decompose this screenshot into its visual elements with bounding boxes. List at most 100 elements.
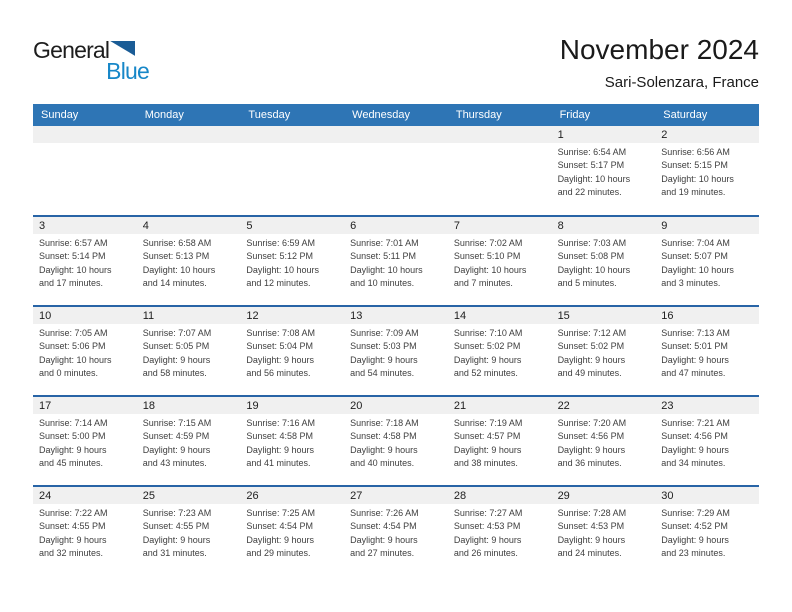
day-details: Sunrise: 7:21 AM Sunset: 4:56 PM Daylight:… <box>655 414 759 471</box>
day-number-band: 17 <box>33 397 137 414</box>
day-number-band <box>136 126 241 143</box>
day-details: Sunrise: 7:02 AM Sunset: 5:10 PM Daylight:… <box>448 234 552 291</box>
day-number-band: 3 <box>33 217 137 234</box>
day-number-band: 12 <box>240 307 345 324</box>
sunset-text: Sunset: 5:15 PM <box>661 160 728 171</box>
daylight-text-line2: and 58 minutes. <box>142 368 207 379</box>
day-details: Sunrise: 7:07 AM Sunset: 5:05 PM Daylight:… <box>137 324 241 381</box>
sunset-text: Sunset: 5:00 PM <box>39 431 106 442</box>
day-details: Sunrise: 7:26 AM Sunset: 4:54 PM Daylight:… <box>344 504 448 561</box>
sunset-text: Sunset: 5:13 PM <box>142 251 210 262</box>
sunset-text: Sunset: 5:08 PM <box>557 251 625 262</box>
day-number-band: 4 <box>136 217 241 234</box>
sunrise-text: Sunrise: 6:54 AM <box>557 147 627 157</box>
sunset-text: Sunset: 5:02 PM <box>557 341 625 352</box>
daylight-text-line1: Daylight: 9 hours <box>142 444 211 455</box>
day-number-band: 7 <box>447 217 552 234</box>
calendar-day-cell: 10 Sunrise: 7:05 AM Sunset: 5:06 PM Dayligh… <box>33 307 137 395</box>
calendar-day-cell: 9 Sunrise: 7:04 AM Sunset: 5:07 PM Daylight… <box>655 217 759 305</box>
weekday-header-row: Sunday Monday Tuesday Wednesday Thursday Frid… <box>33 104 759 126</box>
calendar-day-cell: 12 Sunrise: 7:08 AM Sunset: 5:04 PM Dayligh… <box>240 307 345 395</box>
sunset-text: Sunset: 5:04 PM <box>246 341 313 352</box>
day-number-band: 11 <box>136 307 241 324</box>
day-number-band: 19 <box>240 397 345 414</box>
daylight-text-line2: and 14 minutes. <box>142 278 207 289</box>
sunrise-text: Sunrise: 7:20 AM <box>557 418 627 428</box>
week-row-4: 17 Sunrise: 7:14 AM Sunset: 5:00 PM Dayligh… <box>33 395 759 485</box>
day-number: 6 <box>350 219 357 232</box>
sunset-text: Sunset: 5:10 PM <box>453 251 521 262</box>
daylight-text-line2: and 12 minutes. <box>246 278 311 289</box>
day-number: 25 <box>142 489 155 502</box>
daylight-text-line1: Daylight: 10 hours <box>557 264 631 275</box>
calendar-day-cell: 30 Sunrise: 7:29 AM Sunset: 4:52 PM Dayligh… <box>655 487 759 575</box>
day-number-band: 2 <box>655 126 759 143</box>
day-number-band: 18 <box>136 397 241 414</box>
calendar-day-cell: 21 Sunrise: 7:19 AM Sunset: 4:57 PM Dayligh… <box>447 397 552 485</box>
daylight-text-line2: and 19 minutes. <box>661 187 726 198</box>
calendar-day-cell: 16 Sunrise: 7:13 AM Sunset: 5:01 PM Dayligh… <box>655 307 759 395</box>
day-details: Sunrise: 7:27 AM Sunset: 4:53 PM Daylight:… <box>448 504 552 561</box>
daylight-text-line2: and 43 minutes. <box>142 458 207 469</box>
sunrise-text: Sunrise: 7:05 AM <box>39 328 108 338</box>
calendar-weeks: 1 Sunrise: 6:54 AM Sunset: 5:17 PM Daylight… <box>33 126 759 575</box>
day-number: 2 <box>661 128 668 141</box>
sunset-text: Sunset: 4:59 PM <box>142 431 210 442</box>
sunrise-text: Sunrise: 7:19 AM <box>453 418 523 428</box>
sunrise-text: Sunrise: 7:13 AM <box>661 328 730 338</box>
weekday-header-thursday: Thursday <box>455 109 502 121</box>
calendar-day-cell: 11 Sunrise: 7:07 AM Sunset: 5:05 PM Dayligh… <box>136 307 241 395</box>
day-details: Sunrise: 7:25 AM Sunset: 4:54 PM Daylight:… <box>240 504 344 561</box>
day-number-band: 24 <box>33 487 137 504</box>
day-number: 18 <box>142 399 155 412</box>
daylight-text-line1: Daylight: 9 hours <box>661 444 729 455</box>
daylight-text-line1: Daylight: 9 hours <box>557 534 626 545</box>
day-details: Sunrise: 7:22 AM Sunset: 4:55 PM Daylight:… <box>33 504 137 561</box>
day-number: 16 <box>661 309 674 322</box>
sunrise-text: Sunrise: 7:26 AM <box>350 508 419 518</box>
calendar-day-cell: 14 Sunrise: 7:10 AM Sunset: 5:02 PM Dayligh… <box>447 307 552 395</box>
sunrise-text: Sunrise: 7:28 AM <box>557 508 627 518</box>
day-number: 3 <box>39 219 46 232</box>
weekday-header-saturday: Saturday <box>663 109 708 121</box>
day-number-band <box>344 126 448 143</box>
sunrise-text: Sunrise: 6:57 AM <box>39 238 108 248</box>
daylight-text-line2: and 56 minutes. <box>246 368 311 379</box>
weekday-header-friday: Friday <box>559 109 591 121</box>
calendar-day-cell: 2 Sunrise: 6:56 AM Sunset: 5:15 PM Daylight… <box>655 126 759 215</box>
daylight-text-line2: and 24 minutes. <box>557 548 622 559</box>
day-details: Sunrise: 7:23 AM Sunset: 4:55 PM Daylight:… <box>137 504 241 561</box>
day-details: Sunrise: 7:14 AM Sunset: 5:00 PM Daylight:… <box>33 414 137 471</box>
calendar-empty-cell <box>33 126 137 215</box>
daylight-text-line1: Daylight: 9 hours <box>350 534 418 545</box>
daylight-text-line1: Daylight: 9 hours <box>39 444 107 455</box>
sunrise-text: Sunrise: 7:22 AM <box>39 508 108 518</box>
daylight-text-line2: and 3 minutes. <box>661 278 721 289</box>
daylight-text-line2: and 52 minutes. <box>453 368 518 379</box>
daylight-text-line2: and 32 minutes. <box>39 548 104 559</box>
daylight-text-line2: and 47 minutes. <box>661 368 726 379</box>
day-details: Sunrise: 7:19 AM Sunset: 4:57 PM Daylight:… <box>448 414 552 471</box>
daylight-text-line1: Daylight: 9 hours <box>557 354 626 365</box>
page-title: November 2024 <box>559 34 759 65</box>
calendar-day-cell: 19 Sunrise: 7:16 AM Sunset: 4:58 PM Dayligh… <box>240 397 345 485</box>
general-blue-logo: General Blue <box>33 39 150 83</box>
day-details: Sunrise: 6:54 AM Sunset: 5:17 PM Daylight:… <box>552 143 656 200</box>
day-number: 24 <box>39 489 52 502</box>
daylight-text-line2: and 45 minutes. <box>39 458 104 469</box>
sunrise-text: Sunrise: 7:10 AM <box>453 328 523 338</box>
daylight-text-line2: and 27 minutes. <box>350 548 415 559</box>
day-number-band: 15 <box>551 307 656 324</box>
sunrise-text: Sunrise: 7:08 AM <box>246 328 315 338</box>
day-details: Sunrise: 7:13 AM Sunset: 5:01 PM Daylight:… <box>655 324 759 381</box>
day-number-band: 22 <box>551 397 656 414</box>
day-number: 29 <box>557 489 570 502</box>
day-details: Sunrise: 7:01 AM Sunset: 5:11 PM Daylight:… <box>344 234 448 291</box>
day-number: 13 <box>350 309 363 322</box>
daylight-text-line1: Daylight: 9 hours <box>350 444 418 455</box>
calendar-day-cell: 7 Sunrise: 7:02 AM Sunset: 5:10 PM Daylight… <box>447 217 552 305</box>
daylight-text-line2: and 38 minutes. <box>453 458 518 469</box>
daylight-text-line1: Daylight: 9 hours <box>142 534 211 545</box>
day-number-band: 29 <box>551 487 656 504</box>
daylight-text-line2: and 41 minutes. <box>246 458 311 469</box>
